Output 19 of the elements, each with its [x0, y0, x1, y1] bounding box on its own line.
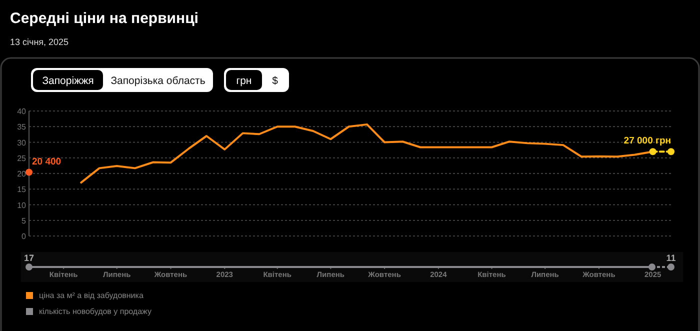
y-tick-label: 20: [17, 170, 27, 178]
text: кількість новобудов у продажу: [39, 307, 152, 316]
chart-subtitle: 13 січня, 2025: [10, 37, 69, 47]
y-tick-label: 30: [17, 138, 27, 148]
y-tick-label: 25: [17, 154, 27, 163]
y-tick-label: 5: [22, 216, 27, 226]
y-tick-label: 40: [17, 107, 27, 116]
y-tick-label: 15: [17, 185, 27, 194]
chart-title: Середні ціни на первинці: [10, 10, 198, 27]
y-tick-label: 10: [17, 200, 27, 210]
annotation: 20 400: [32, 156, 62, 168]
y-tick-label: 35: [17, 122, 27, 132]
text: 17: [24, 253, 34, 263]
currency-toggle: грн $: [224, 68, 289, 92]
legend-label: ціна за м² а від забудовника: [39, 291, 144, 300]
y-tick-label: 0: [22, 232, 27, 241]
city-toggle: Запоріжжя Запорізька область: [31, 68, 213, 92]
annotation: 27 000 грн: [624, 136, 672, 147]
text: 11: [666, 253, 676, 263]
